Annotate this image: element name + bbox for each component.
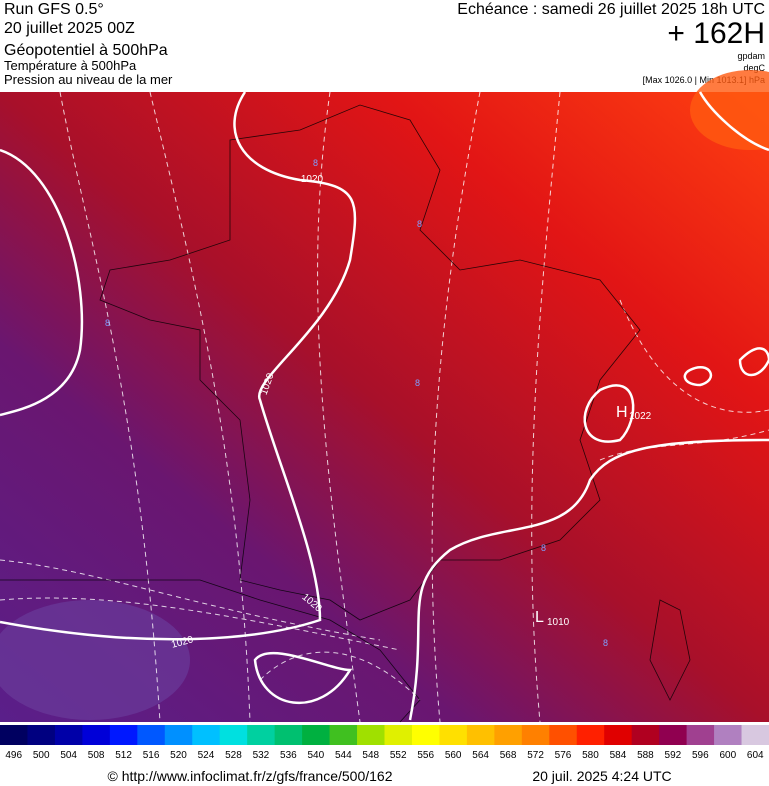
legend-label: 552 <box>390 750 407 761</box>
legend-label: 576 <box>555 750 572 761</box>
legend-swatch <box>659 725 688 745</box>
layer-1: Géopotentiel à 500hPa <box>4 42 168 59</box>
isobars <box>0 91 769 721</box>
legend-swatch <box>137 725 166 745</box>
legend-label: 508 <box>88 750 105 761</box>
legend-swatch <box>247 725 276 745</box>
legend-swatch <box>27 725 56 745</box>
warm-region <box>690 70 769 150</box>
legend-swatch <box>411 725 440 745</box>
temperature-label: 8 <box>417 219 422 229</box>
legend-label: 520 <box>170 750 187 761</box>
legend-label: 548 <box>362 750 379 761</box>
legend-swatch <box>604 725 633 745</box>
legend-swatch <box>466 725 495 745</box>
legend-swatch <box>219 725 248 745</box>
legend-label: 604 <box>747 750 764 761</box>
temperature-label: 8 <box>541 543 546 553</box>
legend-swatch <box>164 725 193 745</box>
legend-swatch <box>109 725 138 745</box>
legend-label: 600 <box>719 750 736 761</box>
generated-time: 20 juil. 2025 4:24 UTC <box>532 768 671 784</box>
lead-time: + 162H <box>667 17 765 50</box>
run-title: Run GFS 0.5° <box>4 1 104 18</box>
legend-swatch <box>494 725 523 745</box>
temperature-label: 8 <box>313 158 318 168</box>
temperature-label: 8 <box>105 318 110 328</box>
legend-label: 504 <box>60 750 77 761</box>
legend-label: 592 <box>665 750 682 761</box>
legend-swatch <box>439 725 468 745</box>
legend-swatch <box>0 725 28 745</box>
low-symbol: L <box>535 609 544 626</box>
legend-swatch <box>549 725 578 745</box>
legend-swatch <box>302 725 331 745</box>
pressure-range: [Max 1026.0 | Min 1013.1] hPa <box>643 75 765 85</box>
legend-swatch <box>274 725 303 745</box>
high-symbol: H <box>616 404 628 421</box>
unit-temperature: degC <box>743 63 765 73</box>
legend-swatch <box>631 725 660 745</box>
legend-swatch <box>741 725 769 745</box>
legend-swatch <box>357 725 385 745</box>
legend-label: 580 <box>582 750 599 761</box>
legend-label: 560 <box>445 750 462 761</box>
legend-label: 528 <box>225 750 242 761</box>
layer-2: Température à 500hPa <box>4 58 137 73</box>
legend-label: 544 <box>335 750 352 761</box>
legend-label: 500 <box>33 750 50 761</box>
legend-label: 496 <box>5 750 22 761</box>
isobar-label: 1020 <box>301 174 324 185</box>
layer-3: Pression au niveau de la mer <box>4 72 173 87</box>
legend-label: 596 <box>692 750 709 761</box>
legend-swatch <box>82 725 111 745</box>
legend-label: 524 <box>198 750 215 761</box>
legend-swatch <box>192 725 221 745</box>
temperature-label: 8 <box>415 378 420 388</box>
color-legend: 496 500 504 508 512 516 520 524 528 532 536 540 544 5… <box>0 725 769 761</box>
map: 1020 1020 1020 1020 H 1022 L 1010 8 8 8 … <box>0 70 769 723</box>
legend-label: 512 <box>115 750 132 761</box>
legend-label: 532 <box>253 750 270 761</box>
legend-label: 584 <box>610 750 627 761</box>
legend-swatch <box>54 725 83 745</box>
legend-swatch <box>521 725 550 745</box>
legend-label: 536 <box>280 750 297 761</box>
legend-label: 572 <box>527 750 544 761</box>
high-value: 1022 <box>629 411 652 422</box>
forecast-time: Echéance : samedi 26 juillet 2025 18h UT… <box>457 1 765 18</box>
legend-label: 556 <box>417 750 434 761</box>
legend-swatch <box>686 725 715 745</box>
legend-swatch <box>329 725 358 745</box>
geopotential-lines <box>0 91 769 723</box>
source-url: © http://www.infoclimat.fr/z/gfs/france/… <box>108 768 393 784</box>
legend-swatch <box>576 725 605 745</box>
low-value: 1010 <box>547 617 570 628</box>
legend-label: 540 <box>307 750 324 761</box>
unit-geopotential: gpdam <box>737 51 765 61</box>
legend-swatch <box>384 725 413 745</box>
legend-label: 564 <box>472 750 489 761</box>
run-date: 20 juillet 2025 00Z <box>4 20 135 37</box>
temperature-label: 8 <box>603 638 608 648</box>
legend-label: 568 <box>500 750 517 761</box>
legend-label: 516 <box>143 750 160 761</box>
legend-label: 588 <box>637 750 654 761</box>
legend-swatch <box>714 725 743 745</box>
